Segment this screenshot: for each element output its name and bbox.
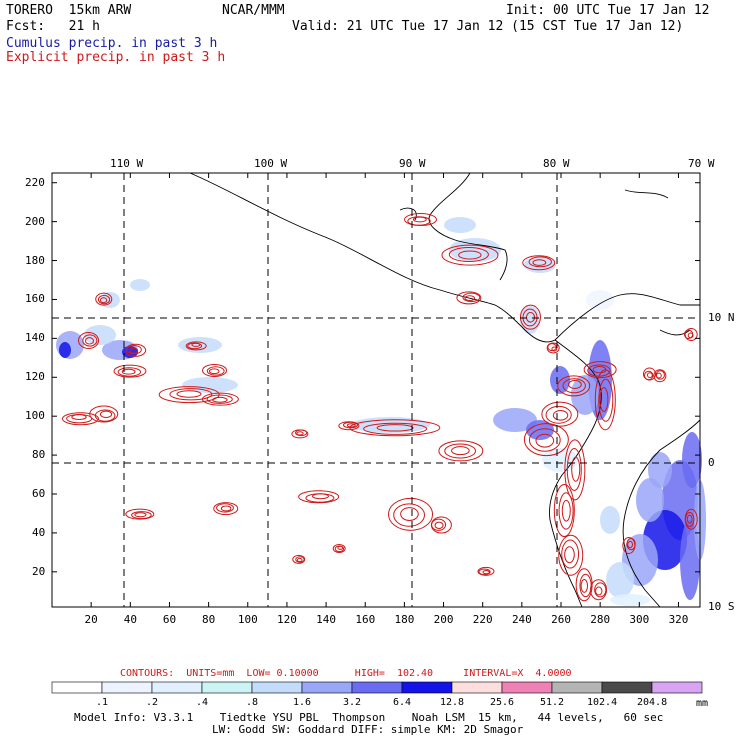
- model-physics: LW: Godd SW: Goddard DIFF: simple KM: 2D…: [212, 723, 524, 736]
- x-tick-label: 200: [433, 613, 454, 626]
- y-tick-label: 120: [25, 370, 45, 384]
- map-layer: [56, 172, 706, 608]
- field-cumulus-title: Cumulus precip. in past 3 h: [6, 36, 218, 51]
- coastline-0: [189, 172, 700, 343]
- colorbar-swatch: [601, 681, 653, 694]
- lat-label: 10 S: [708, 600, 735, 613]
- model-name: TORERO 15km ARW: [6, 3, 132, 18]
- colorbar-label: 102.4: [587, 697, 618, 708]
- colorbar-label: .4: [196, 697, 209, 708]
- colorbar: [51, 681, 703, 694]
- colorbar-swatch: [351, 681, 403, 694]
- colorbar-label: 3.2: [343, 697, 362, 708]
- x-tick-label: 160: [355, 613, 376, 626]
- x-tick-label: 20: [84, 613, 98, 626]
- model-info: Model Info: V3.3.1 Tiedtke YSU PBL Thomp…: [74, 711, 664, 724]
- colorbar-label: .1: [96, 697, 109, 708]
- x-tick-label: 240: [511, 613, 532, 626]
- colorbar-swatch: [151, 681, 203, 694]
- plot-frame: [51, 172, 701, 608]
- x-tick-label: 100: [237, 613, 258, 626]
- coastline-3: [622, 419, 701, 608]
- lon-label: 70 W: [688, 157, 715, 170]
- lon-label: 90 W: [399, 157, 426, 170]
- colorbar-label: 51.2: [540, 697, 565, 708]
- x-tick-label: 80: [202, 613, 216, 626]
- y-tick-label: 180: [25, 253, 45, 267]
- organization: NCAR/MMM: [222, 3, 285, 18]
- colorbar-swatch: [301, 681, 353, 694]
- colorbar-swatch: [501, 681, 553, 694]
- lat-label: 10 N: [708, 311, 735, 324]
- coastline-2: [549, 339, 602, 608]
- x-tick-label: 260: [551, 613, 571, 626]
- axis-ticks: [52, 173, 700, 607]
- colorbar-swatch: [551, 681, 603, 694]
- valid-time: Valid: 21 UTC Tue 17 Jan 12 (15 CST Tue …: [292, 19, 684, 34]
- y-tick-label: 160: [25, 292, 45, 306]
- colorbar-swatch: [401, 681, 453, 694]
- init-time: Init: 00 UTC Tue 17 Jan 12: [506, 3, 710, 18]
- colorbar-swatch: [101, 681, 153, 694]
- y-tick-label: 200: [25, 214, 45, 228]
- colorbar-label: 12.8: [440, 697, 465, 708]
- y-tick-label: 140: [25, 331, 45, 345]
- coastline-6: [659, 329, 691, 336]
- colorbar-swatch: [51, 681, 103, 694]
- coastline-4: [624, 189, 669, 199]
- contour-info: CONTOURS: UNITS=mm LOW= 0.10000 HIGH= 10…: [120, 668, 572, 679]
- coastline-1: [428, 172, 508, 281]
- colorbar-unit: mm: [696, 698, 709, 709]
- colorbar-label: 1.6: [293, 697, 312, 708]
- colorbar-swatch: [451, 681, 503, 694]
- colorbar-swatch: [251, 681, 303, 694]
- colorbar-swatch: [651, 681, 703, 694]
- x-tick-label: 280: [590, 613, 611, 626]
- lon-label: 100 W: [254, 157, 288, 170]
- x-tick-label: 40: [123, 613, 137, 626]
- x-tick-label: 220: [472, 613, 493, 626]
- colorbar-label: 204.8: [637, 697, 668, 708]
- field-explicit-title: Explicit precip. in past 3 h: [6, 50, 226, 65]
- colorbar-label: 25.6: [490, 697, 515, 708]
- forecast-hour: Fcst: 21 h: [6, 19, 100, 34]
- y-tick-label: 60: [32, 487, 46, 500]
- lon-label: 80 W: [543, 157, 570, 170]
- x-tick-label: 140: [316, 613, 337, 626]
- x-tick-label: 60: [162, 613, 177, 626]
- y-tick-label: 20: [32, 564, 46, 578]
- x-tick-label: 180: [394, 613, 415, 626]
- x-tick-label: 320: [668, 613, 689, 626]
- colorbar-swatch: [201, 681, 253, 694]
- y-tick-label: 80: [32, 448, 46, 462]
- x-tick-label: 120: [277, 613, 297, 626]
- colorbar-label: .2: [146, 697, 159, 708]
- y-tick-label: 220: [25, 175, 45, 189]
- y-tick-label: 40: [32, 525, 46, 539]
- y-tick-label: 100: [25, 409, 45, 423]
- colorbar-label: .8: [246, 697, 259, 708]
- lat-label: 0: [708, 456, 715, 469]
- x-tick-label: 300: [629, 613, 650, 626]
- lon-label: 110 W: [110, 157, 144, 170]
- colorbar-label: 6.4: [393, 697, 412, 708]
